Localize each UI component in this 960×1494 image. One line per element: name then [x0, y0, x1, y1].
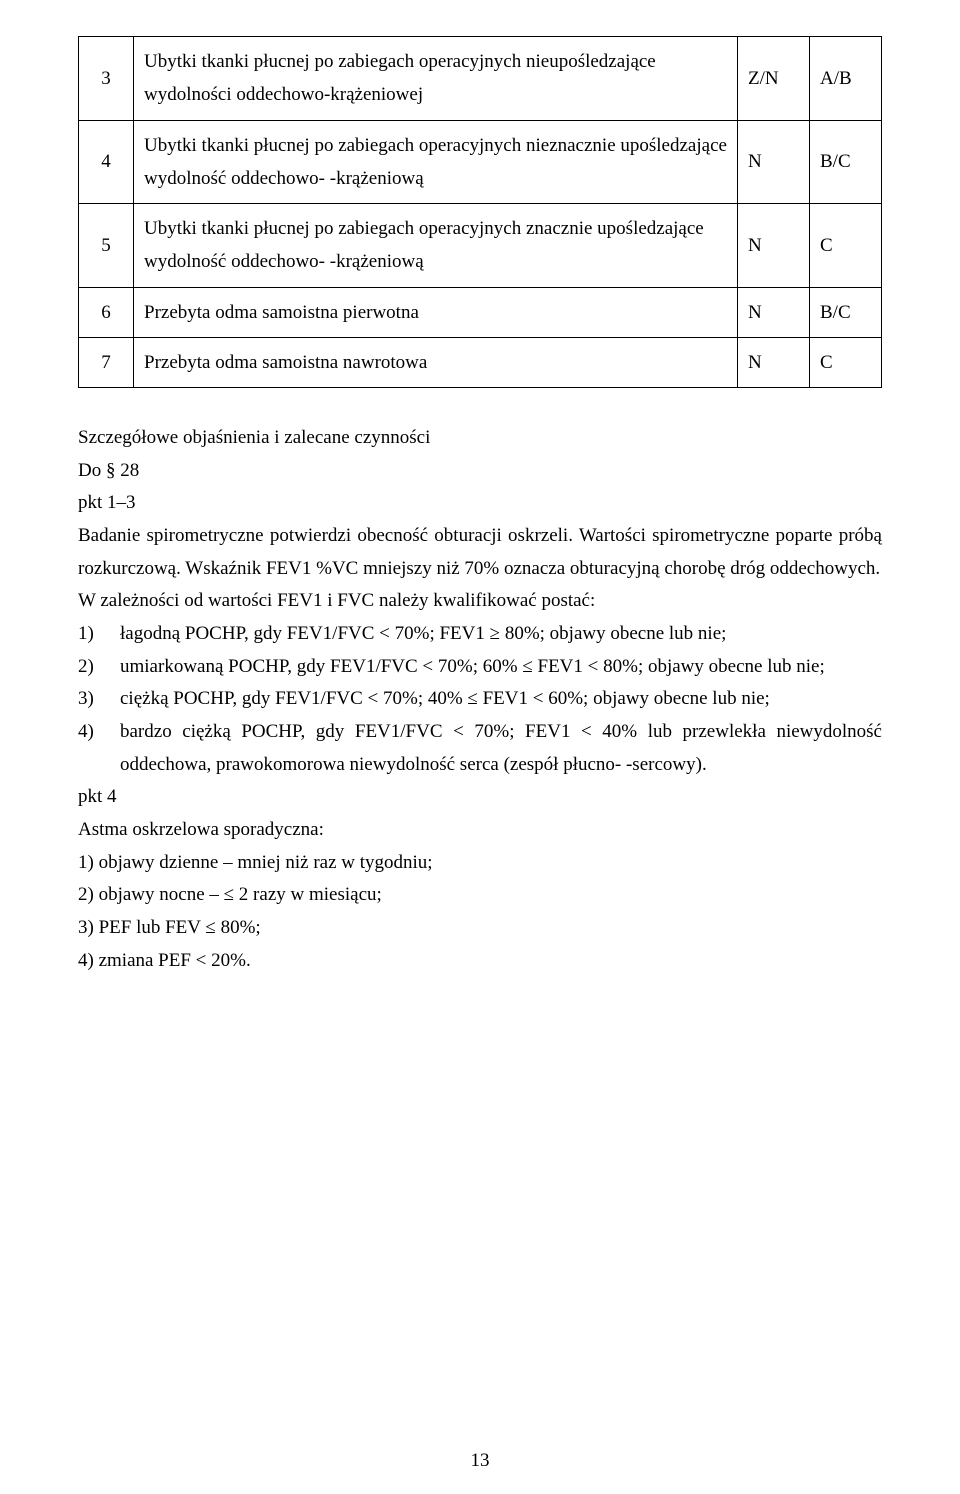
- row-number: 6: [79, 287, 134, 337]
- row-desc: Przebyta odma samoistna nawrotowa: [134, 337, 738, 387]
- row-number: 4: [79, 120, 134, 204]
- page: 3 Ubytki tkanki płucnej po zabiegach ope…: [0, 0, 960, 1494]
- pkt-1-3: pkt 1–3: [78, 487, 882, 520]
- paragraph-1: Badanie spirometryczne potwierdzi obecno…: [78, 520, 882, 585]
- row-desc: Ubytki tkanki płucnej po zabiegach opera…: [134, 37, 738, 121]
- row-code-b: C: [810, 204, 882, 288]
- list-item: 3) ciężką POCHP, gdy FEV1/FVC < 70%; 40%…: [78, 683, 882, 716]
- list-text: łagodną POCHP, gdy FEV1/FVC < 70%; FEV1 …: [120, 618, 882, 651]
- classification-list: 1) łagodną POCHP, gdy FEV1/FVC < 70%; FE…: [78, 618, 882, 781]
- astma-item: 3) PEF lub FEV ≤ 80%;: [78, 912, 882, 945]
- astma-item: 1) objawy dzienne – mniej niż raz w tygo…: [78, 847, 882, 880]
- row-code-b: B/C: [810, 120, 882, 204]
- list-item: 2) umiarkowaną POCHP, gdy FEV1/FVC < 70%…: [78, 651, 882, 684]
- table-row: 3 Ubytki tkanki płucnej po zabiegach ope…: [79, 37, 882, 121]
- list-marker: 2): [78, 651, 120, 684]
- row-desc: Ubytki tkanki płucnej po zabiegach opera…: [134, 120, 738, 204]
- table-row: 6 Przebyta odma samoistna pierwotna N B/…: [79, 287, 882, 337]
- row-code-a: Z/N: [738, 37, 810, 121]
- body-text: Szczegółowe objaśnienia i zalecane czynn…: [78, 422, 882, 977]
- page-number: 13: [0, 1450, 960, 1472]
- astma-item: 4) zmiana PEF < 20%.: [78, 945, 882, 978]
- row-code-a: N: [738, 120, 810, 204]
- criteria-table: 3 Ubytki tkanki płucnej po zabiegach ope…: [78, 36, 882, 388]
- row-number: 3: [79, 37, 134, 121]
- pkt-4: pkt 4: [78, 781, 882, 814]
- list-item: 4) bardzo ciężką POCHP, gdy FEV1/FVC < 7…: [78, 716, 882, 781]
- row-code-b: B/C: [810, 287, 882, 337]
- row-number: 5: [79, 204, 134, 288]
- list-item: 1) łagodną POCHP, gdy FEV1/FVC < 70%; FE…: [78, 618, 882, 651]
- table-row: 4 Ubytki tkanki płucnej po zabiegach ope…: [79, 120, 882, 204]
- list-text: bardzo ciężką POCHP, gdy FEV1/FVC < 70%;…: [120, 716, 882, 781]
- row-code-a: N: [738, 337, 810, 387]
- row-number: 7: [79, 337, 134, 387]
- row-code-b: A/B: [810, 37, 882, 121]
- list-text: umiarkowaną POCHP, gdy FEV1/FVC < 70%; 6…: [120, 651, 882, 684]
- explanations-heading: Szczegółowe objaśnienia i zalecane czynn…: [78, 422, 882, 455]
- paragraph-2: W zależności od wartości FEV1 i FVC nale…: [78, 585, 882, 618]
- row-desc: Ubytki tkanki płucnej po zabiegach opera…: [134, 204, 738, 288]
- row-code-b: C: [810, 337, 882, 387]
- table-row: 7 Przebyta odma samoistna nawrotowa N C: [79, 337, 882, 387]
- row-code-a: N: [738, 287, 810, 337]
- list-marker: 4): [78, 716, 120, 781]
- row-code-a: N: [738, 204, 810, 288]
- do-section: Do § 28: [78, 455, 882, 488]
- list-text: ciężką POCHP, gdy FEV1/FVC < 70%; 40% ≤ …: [120, 683, 882, 716]
- row-desc: Przebyta odma samoistna pierwotna: [134, 287, 738, 337]
- list-marker: 1): [78, 618, 120, 651]
- astma-item: 2) objawy nocne – ≤ 2 razy w miesiącu;: [78, 879, 882, 912]
- astma-title: Astma oskrzelowa sporadyczna:: [78, 814, 882, 847]
- table-row: 5 Ubytki tkanki płucnej po zabiegach ope…: [79, 204, 882, 288]
- list-marker: 3): [78, 683, 120, 716]
